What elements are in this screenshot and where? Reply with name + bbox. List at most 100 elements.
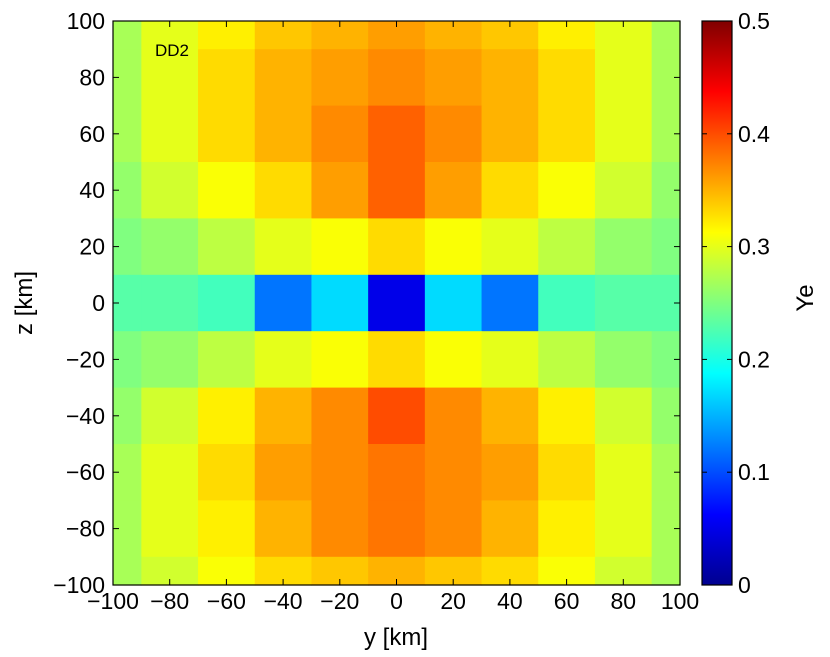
heatmap-cell: [141, 218, 199, 276]
heatmap-cell: [424, 444, 483, 501]
heatmap-cell: [141, 500, 199, 558]
heatmap-cell: [113, 556, 142, 586]
x-tick-label: −60: [207, 588, 246, 614]
heatmap-cell: [368, 331, 426, 389]
heatmap-cell: [254, 444, 313, 501]
heatmap-cell: [141, 387, 199, 445]
x-tick-label: −40: [264, 588, 303, 614]
heatmap-cell: [538, 274, 596, 332]
x-axis: −100 −80 −60 −40 −20 0 20 40 60 80 100: [87, 21, 699, 614]
y-tick-label: 60: [79, 121, 105, 147]
y-axis-label: z [km]: [11, 271, 38, 335]
y-tick-label: 100: [67, 8, 105, 34]
heatmap-cell: [424, 162, 483, 219]
colorbar-label: Ye: [792, 284, 819, 311]
y-tick-label: −80: [66, 516, 105, 542]
y-tick-label: −100: [53, 572, 105, 598]
heatmap-cell: [311, 500, 369, 558]
heatmap-cell: [538, 444, 596, 501]
colorbar-tick-label: 0.4: [738, 121, 770, 147]
heatmap-cell: [424, 500, 483, 558]
heatmap-cell: [254, 162, 313, 219]
heatmap-cell: [141, 105, 199, 163]
heatmap-cell: [311, 49, 369, 107]
heatmap-cell: [311, 387, 369, 445]
heatmap-cell: [198, 444, 256, 501]
heatmap: [113, 21, 681, 586]
heatmap-cell: [368, 162, 426, 219]
heatmap-cell: [594, 218, 653, 276]
heatmap-cell: [481, 274, 539, 332]
heatmap-cell: [594, 105, 653, 163]
heatmap-cell: [594, 331, 653, 389]
x-tick-label: 20: [440, 588, 466, 614]
x-axis-label: y [km]: [364, 624, 428, 651]
heatmap-cell: [254, 49, 313, 107]
x-tick-label: 60: [554, 588, 580, 614]
heatmap-cell: [594, 274, 653, 332]
plot-area: −100 −80 −60 −40 −20 0 20 40 60 80 100 −100−80−60−…: [53, 8, 699, 614]
heatmap-cell: [481, 218, 539, 276]
heatmap-cell: [198, 387, 256, 445]
heatmap-cell: [368, 500, 426, 558]
heatmap-cell: [594, 49, 653, 107]
x-tick-label: −80: [150, 588, 189, 614]
heatmap-cell: [424, 49, 483, 107]
heatmap-cell: [141, 274, 199, 332]
heatmap-cell: [141, 444, 199, 501]
y-tick-label: −60: [66, 459, 105, 485]
heatmap-cell: [198, 162, 256, 219]
x-tick-label: 100: [661, 588, 699, 614]
heatmap-cell: [368, 444, 426, 501]
heatmap-cell: [141, 162, 199, 219]
heatmap-cell: [198, 331, 256, 389]
heatmap-cell: [481, 105, 539, 163]
heatmap-cell: [481, 387, 539, 445]
heatmap-cell: [368, 274, 426, 332]
colorbar-tick-label: 0: [738, 572, 751, 598]
heatmap-cell: [594, 500, 653, 558]
heatmap-cell: [198, 274, 256, 332]
heatmap-cell: [368, 387, 426, 445]
colorbar-tick-label: 0.1: [738, 459, 770, 485]
x-tick-label: 40: [497, 588, 523, 614]
heatmap-cell: [481, 444, 539, 501]
heatmap-cell: [311, 444, 369, 501]
heatmap-cell: [198, 500, 256, 558]
colorbar: 0 0.1 0.2 0.3 0.4 0.5 Ye: [701, 8, 819, 598]
heatmap-cell: [594, 444, 653, 501]
heatmap-cell: [311, 162, 369, 219]
heatmap-cell: [481, 162, 539, 219]
heatmap-cell: [254, 218, 313, 276]
x-tick-label: 0: [390, 588, 403, 614]
heatmap-cell: [538, 105, 596, 163]
heatmap-cell: [254, 274, 313, 332]
heatmap-cell: [538, 218, 596, 276]
colorbar-ticks: 0 0.1 0.2 0.3 0.4 0.5: [702, 8, 770, 598]
heatmap-cell: [141, 331, 199, 389]
y-tick-label: 80: [79, 64, 105, 90]
heatmap-cell: [538, 49, 596, 107]
heatmap-cell: [254, 387, 313, 445]
colorbar-tick-label: 0.2: [738, 346, 770, 372]
x-tick-label: −100: [87, 588, 139, 614]
x-tick-label: −20: [320, 588, 359, 614]
heatmap-cell: [198, 49, 256, 107]
heatmap-cell: [311, 331, 369, 389]
heatmap-cell: [538, 162, 596, 219]
heatmap-cell: [311, 274, 369, 332]
heatmap-cell: [651, 556, 681, 586]
heatmap-cell: [424, 218, 483, 276]
heatmap-cell: [538, 387, 596, 445]
heatmap-cell: [538, 331, 596, 389]
y-tick-label: −40: [66, 403, 105, 429]
heatmap-cell: [368, 49, 426, 107]
y-axis: −100 −80 −60 −40 −20 0 20 40 60 80 100: [53, 8, 680, 598]
colorbar-gradient: [701, 20, 733, 586]
y-tick-label: 40: [79, 177, 105, 203]
annotation-label: DD2: [155, 41, 189, 60]
x-tick-label: 80: [611, 588, 637, 614]
heatmap-cell: [424, 105, 483, 163]
heatmap-cell: [594, 387, 653, 445]
